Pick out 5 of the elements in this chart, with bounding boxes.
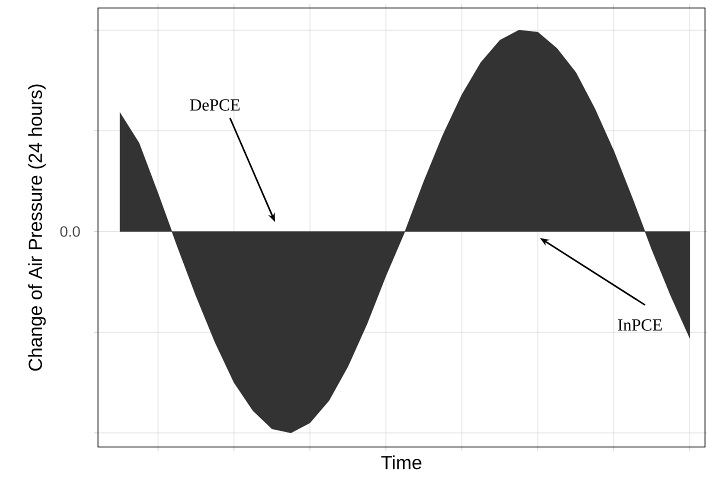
x-axis-title: Time <box>381 455 422 470</box>
annotation: DePCE <box>190 99 240 111</box>
text: 0.0 <box>60 226 80 237</box>
y-axis-title: Change of Air Pressure (24 hours) <box>28 84 46 371</box>
annotation: InPCE <box>618 319 662 331</box>
